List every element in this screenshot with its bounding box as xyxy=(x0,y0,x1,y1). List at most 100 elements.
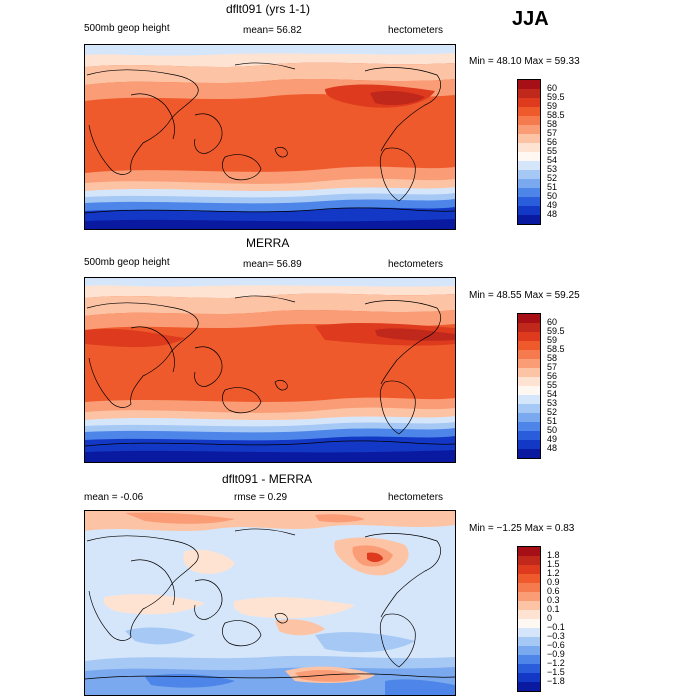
panel-1-tick: 60 xyxy=(547,82,558,93)
colorbar-swatch xyxy=(518,547,540,556)
panel-3-colorbar-ticks: 1.8 1.5 1.2 0.9 0.6 0.3 0.1 0 −0.1 −0.3 … xyxy=(547,546,587,690)
panel-3-tick: −0.1 xyxy=(547,621,565,632)
colorbar-swatch xyxy=(518,449,540,458)
colorbar-swatch xyxy=(518,574,540,583)
colorbar-swatch xyxy=(518,583,540,592)
panel-3-tick: 1.2 xyxy=(547,567,560,578)
panel-2-units-label: hectometers xyxy=(388,259,444,270)
panel-2-tick: 58 xyxy=(547,352,558,363)
colorbar-swatch xyxy=(518,386,540,395)
panel-1-colorbar xyxy=(517,79,541,225)
panel-3-title: dflt091 - MERRA xyxy=(222,472,313,486)
panel-1-tick: 51 xyxy=(547,181,558,192)
colorbar-swatch xyxy=(518,404,540,413)
colorbar-swatch xyxy=(518,170,540,179)
colorbar-swatch xyxy=(518,152,540,161)
colorbar-swatch xyxy=(518,197,540,206)
colorbar-swatch xyxy=(518,80,540,89)
panel-2-colorbar xyxy=(517,313,541,459)
colorbar-swatch xyxy=(518,655,540,664)
panel-1-tick: 58 xyxy=(547,118,558,129)
panel-3-tick: 0.6 xyxy=(547,585,560,596)
panel-3-tick: 1.5 xyxy=(547,558,560,569)
panel-2-mean-label: mean= 56.89 xyxy=(243,259,302,270)
colorbar-swatch xyxy=(518,628,540,637)
panel-1-minmax: Min = 48.10 Max = 59.33 xyxy=(469,56,580,67)
colorbar-swatch xyxy=(518,215,540,224)
panel-1-tick: 58.5 xyxy=(547,109,565,120)
colorbar-swatch xyxy=(518,377,540,386)
panel-1-tick: 48 xyxy=(547,208,558,219)
colorbar-swatch xyxy=(518,673,540,682)
colorbar-swatch xyxy=(518,637,540,646)
colorbar-swatch xyxy=(518,565,540,574)
panel-2-tick: 53 xyxy=(547,397,558,408)
colorbar-swatch xyxy=(518,664,540,673)
colorbar-swatch xyxy=(518,161,540,170)
colorbar-swatch xyxy=(518,610,540,619)
panel-2-field-label: 500mb geop height xyxy=(84,257,170,268)
panel-2-map xyxy=(84,277,456,463)
colorbar-swatch xyxy=(518,556,540,565)
panel-1-title: dflt091 (yrs 1-1) xyxy=(226,2,311,16)
panel-2-tick: 55 xyxy=(547,379,558,390)
colorbar-swatch xyxy=(518,107,540,116)
panel-2-tick: 59.5 xyxy=(547,325,565,336)
panel-2-tick: 51 xyxy=(547,415,558,426)
panel-2-tick: 59 xyxy=(547,334,558,345)
panel-1-units-label: hectometers xyxy=(388,25,444,36)
panel-2-tick: 50 xyxy=(547,424,558,435)
colorbar-swatch xyxy=(518,323,540,332)
panel-1-tick: 59 xyxy=(547,100,558,111)
colorbar-swatch xyxy=(518,440,540,449)
panel-3-tick: −1.8 xyxy=(547,675,565,686)
colorbar-swatch xyxy=(518,395,540,404)
panel-2-minmax: Min = 48.55 Max = 59.25 xyxy=(469,290,580,301)
panel-2-tick: 56 xyxy=(547,370,558,381)
season-label: JJA xyxy=(512,8,549,30)
panel-2-tick: 52 xyxy=(547,406,558,417)
panel-3-tick: −1.2 xyxy=(547,657,565,668)
panel-1-contour-field xyxy=(85,45,455,229)
colorbar-swatch xyxy=(518,619,540,628)
colorbar-swatch xyxy=(518,592,540,601)
panel-1-tick: 53 xyxy=(547,163,558,174)
panel-3-tick: 0 xyxy=(547,612,553,623)
panel-2-title: MERRA xyxy=(246,236,290,250)
panel-3-tick: 0.3 xyxy=(547,594,560,605)
panel-2-tick: 58.5 xyxy=(547,343,565,354)
panel-3-tick: −0.6 xyxy=(547,639,565,650)
panel-2-tick: 54 xyxy=(547,388,558,399)
panel-3-mean-label: mean = -0.06 xyxy=(84,492,144,503)
colorbar-swatch xyxy=(518,188,540,197)
colorbar-swatch xyxy=(518,368,540,377)
panel-1-tick: 50 xyxy=(547,190,558,201)
colorbar-swatch xyxy=(518,314,540,323)
colorbar-swatch xyxy=(518,341,540,350)
panel-1-tick: 59.5 xyxy=(547,91,565,102)
panel-3-units-label: hectometers xyxy=(388,492,444,503)
colorbar-swatch xyxy=(518,89,540,98)
colorbar-swatch xyxy=(518,682,540,691)
colorbar-swatch xyxy=(518,601,540,610)
panel-3-tick: 0.1 xyxy=(547,603,560,614)
panel-3-tick: −1.5 xyxy=(547,666,565,677)
panel-1-field-label: 500mb geop height xyxy=(84,23,170,34)
panel-1-tick: 57 xyxy=(547,127,558,138)
panel-3-tick: −0.9 xyxy=(547,648,565,659)
panel-2-contour-field xyxy=(85,278,455,462)
panel-1-tick: 56 xyxy=(547,136,558,147)
colorbar-swatch xyxy=(518,359,540,368)
panel-1-tick: 49 xyxy=(547,199,558,210)
panel-3-minmax: Min = −1.25 Max = 0.83 xyxy=(469,523,575,534)
colorbar-swatch xyxy=(518,125,540,134)
panel-1-tick: 55 xyxy=(547,145,558,156)
panel-2-tick: 60 xyxy=(547,316,558,327)
colorbar-swatch xyxy=(518,179,540,188)
panel-2-tick: 49 xyxy=(547,433,558,444)
panel-3-tick: 1.8 xyxy=(547,549,560,560)
panel-3-rmse-label: rmse = 0.29 xyxy=(234,492,288,503)
colorbar-swatch xyxy=(518,413,540,422)
colorbar-swatch xyxy=(518,646,540,655)
colorbar-swatch xyxy=(518,134,540,143)
